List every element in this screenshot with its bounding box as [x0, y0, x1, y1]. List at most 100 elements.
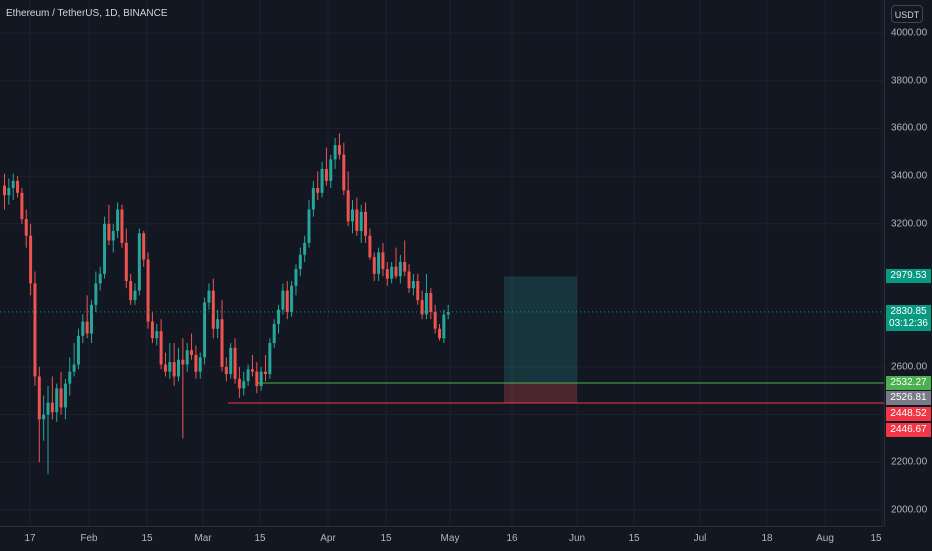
- candle-body: [224, 366, 228, 375]
- candle: [220, 300, 224, 372]
- candle: [246, 364, 250, 386]
- candle: [177, 347, 180, 382]
- candle: [107, 204, 111, 246]
- candle: [355, 197, 359, 236]
- candle-body: [185, 350, 189, 365]
- currency-button[interactable]: USDT: [891, 5, 923, 23]
- candle-body: [94, 283, 98, 305]
- candle: [398, 254, 402, 284]
- candle: [94, 271, 98, 313]
- candle: [329, 154, 333, 189]
- candle: [163, 352, 167, 377]
- candle-body: [7, 188, 11, 196]
- price-tick-label: 2600.00: [891, 361, 928, 373]
- candle: [59, 371, 63, 415]
- candle-body: [159, 331, 163, 365]
- candle-body: [394, 266, 398, 277]
- price-label-value: 2830.85: [890, 305, 927, 317]
- candle-body: [294, 269, 298, 286]
- candle-body: [407, 271, 411, 289]
- candle: [142, 230, 146, 267]
- candle: [42, 395, 46, 441]
- candle: [394, 247, 398, 279]
- candle: [438, 323, 441, 341]
- candle-body: [281, 290, 285, 310]
- candle-body: [11, 180, 15, 189]
- candle-body: [298, 254, 302, 270]
- candle-body: [324, 168, 328, 181]
- time-tick-label: 17: [24, 533, 36, 544]
- candle-body: [411, 281, 415, 289]
- candle-body: [37, 376, 41, 420]
- symbol-title[interactable]: Ethereum / TetherUS, 1D, BINANCE: [6, 8, 168, 19]
- candle: [298, 247, 302, 277]
- candle-body: [368, 235, 372, 258]
- candle-body: [16, 180, 20, 193]
- candle-body: [72, 364, 76, 372]
- price-tick-label: 4000.00: [891, 27, 928, 39]
- time-tick-label: May: [440, 533, 460, 544]
- price-label-value: 2532.27: [890, 377, 927, 389]
- candle: [433, 304, 437, 334]
- chart-pane[interactable]: Ethereum / TetherUS, 1D, BINANCE: [0, 0, 884, 526]
- time-tick-label: 15: [380, 533, 392, 544]
- candle: [233, 338, 237, 384]
- price-label-value: 2979.53: [890, 270, 927, 282]
- candle-body: [98, 273, 102, 284]
- candle-body: [76, 335, 80, 365]
- candle: [216, 309, 220, 339]
- candle: [346, 171, 350, 227]
- candle: [429, 288, 433, 320]
- candle: [137, 228, 141, 296]
- candle: [3, 173, 6, 210]
- current-price-label: 2830.85 03:12:36: [886, 304, 931, 331]
- price-tick-label: 2000.00: [891, 504, 928, 516]
- candle-body: [220, 319, 224, 367]
- candle: [407, 264, 411, 293]
- candle-body: [55, 388, 59, 413]
- candle: [224, 357, 228, 382]
- time-tick-label: 16: [506, 533, 518, 544]
- candle-body: [429, 292, 433, 313]
- candle: [11, 173, 15, 200]
- candle: [90, 300, 93, 344]
- candle-body: [233, 347, 237, 379]
- price-axis[interactable]: 4000.00 3800.00 3600.00 3400.00 3200.00 2600.…: [884, 0, 932, 526]
- candle-body: [416, 281, 420, 301]
- candle: [72, 343, 76, 377]
- candle: [50, 376, 54, 420]
- bar-countdown: 03:12:36: [889, 317, 928, 329]
- candle: [194, 345, 198, 379]
- candle: [290, 281, 294, 317]
- candle-body: [272, 323, 276, 344]
- candle: [190, 333, 194, 360]
- candle-body: [424, 292, 428, 315]
- candle: [229, 343, 233, 379]
- candle: [133, 283, 137, 305]
- candle-body: [351, 209, 354, 222]
- price-chart[interactable]: [0, 0, 884, 526]
- candle-body: [163, 364, 167, 372]
- candle-body: [194, 354, 198, 372]
- candle: [320, 161, 324, 198]
- candle-body: [129, 281, 133, 301]
- time-axis[interactable]: 17 Feb 15 Mar 15 Apr 15 May 16 Jun 15 Jul 18 Aug 15: [0, 526, 884, 551]
- candle: [155, 323, 159, 346]
- candle-body: [137, 233, 141, 291]
- candle-body: [381, 252, 385, 270]
- time-tick-label: Apr: [320, 533, 336, 544]
- price-tick-label: 3400.00: [891, 170, 928, 182]
- candle: [211, 278, 215, 339]
- candle: [85, 295, 89, 339]
- candle: [316, 171, 320, 200]
- candle: [207, 283, 211, 310]
- candle: [259, 366, 263, 391]
- candle-body: [81, 321, 85, 336]
- candle: [81, 314, 85, 344]
- candle: [237, 366, 241, 398]
- candle-body: [333, 145, 337, 160]
- candle: [37, 366, 41, 463]
- candle-body: [403, 261, 407, 272]
- candle: [159, 319, 163, 370]
- candle: [255, 362, 259, 394]
